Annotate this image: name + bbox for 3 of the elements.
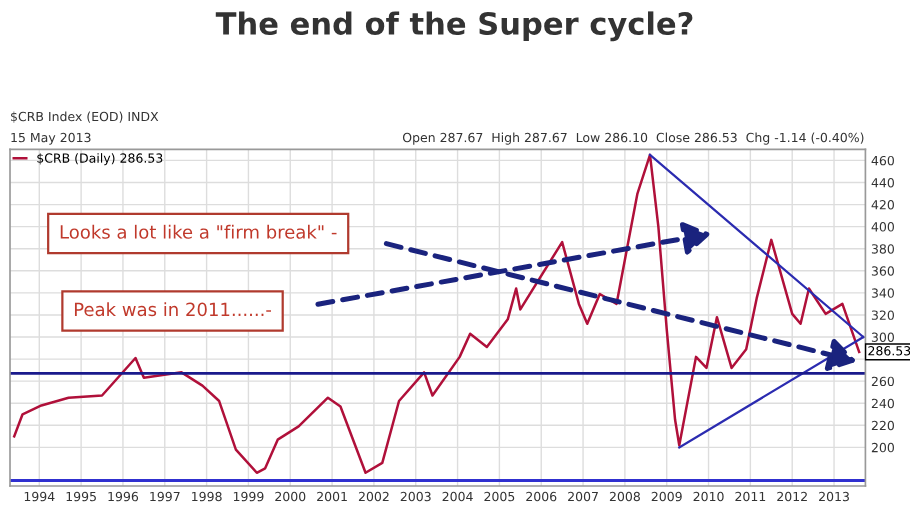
annotation: Looks a lot like a "firm break" - <box>60 224 337 239</box>
annotation: Peak was in 2011......- <box>74 302 271 317</box>
chart-title: The end of the Super cycle? <box>215 11 693 42</box>
